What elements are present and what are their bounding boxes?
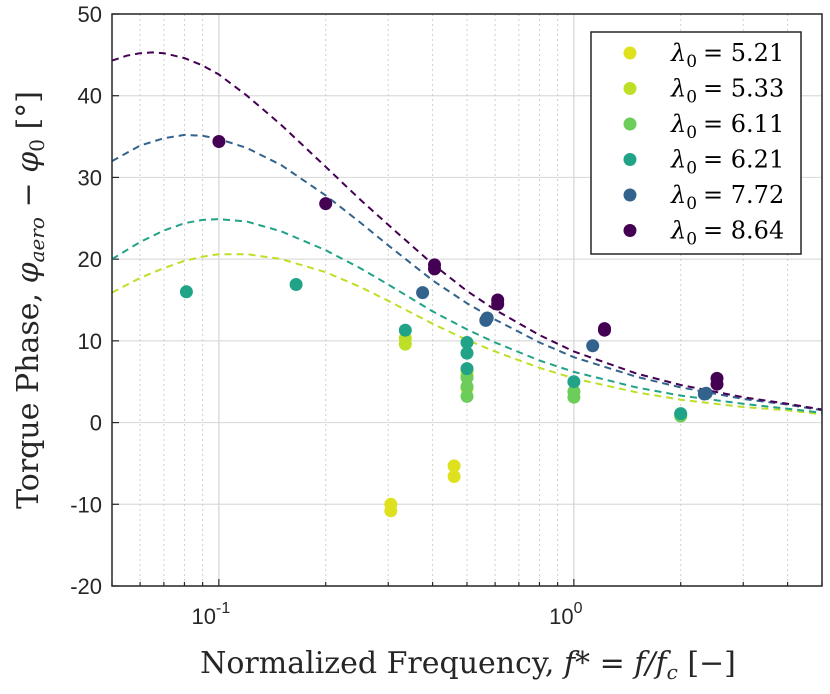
legend-marker: [623, 117, 637, 131]
legend-label: λ0 = 6.21: [670, 146, 784, 179]
x-tick-label: 10-1: [192, 600, 231, 629]
data-point: [179, 285, 193, 299]
data-point: [428, 258, 441, 272]
data-point: [674, 407, 688, 421]
y-axis-title: Torque Phase, φaero − φ0 [°]: [11, 91, 49, 509]
data-point: [416, 286, 430, 300]
legend-label: λ0 = 6.11: [670, 110, 784, 143]
data-point: [460, 389, 474, 403]
data-point: [460, 362, 474, 376]
data-point: [319, 197, 333, 211]
legend-marker: [623, 82, 637, 95]
legend-box: [590, 31, 802, 255]
model-curve: [111, 51, 823, 411]
data-point: [447, 470, 461, 483]
x-tick-label: 100: [549, 600, 582, 629]
data-point: [398, 323, 412, 337]
y-tick-label: -10: [70, 492, 102, 517]
y-tick-label: 20: [78, 247, 102, 272]
model-curve: [111, 253, 823, 416]
data-point: [460, 380, 474, 394]
data-point: [460, 346, 474, 360]
y-tick-label: -20: [70, 574, 102, 599]
data-point: [567, 375, 581, 389]
legend-marker: [623, 46, 637, 60]
data-point: [212, 135, 226, 148]
legend-label: λ0 = 5.21: [670, 39, 784, 72]
model-curve: [111, 218, 823, 414]
data-point: [447, 459, 461, 473]
data-point: [699, 386, 713, 400]
model-curves: [111, 51, 823, 416]
legend-label: λ0 = 8.64: [670, 217, 784, 250]
legend-marker: [623, 188, 637, 202]
data-point: [491, 293, 505, 307]
data-point: [710, 371, 724, 385]
y-tick-labels: 50 40 30 20 10 0 -10 -20: [70, 2, 102, 599]
data-points: [179, 135, 724, 518]
model-curve: [111, 133, 823, 412]
y-tick-label: 0: [90, 411, 102, 436]
legend-label: λ0 = 5.33: [670, 75, 784, 108]
y-tick-label: 10: [78, 329, 102, 354]
y-tick-label: 30: [78, 165, 102, 190]
legend-marker: [623, 224, 637, 237]
legend-marker: [623, 153, 637, 166]
data-point: [460, 336, 474, 349]
data-point: [460, 371, 474, 385]
x-axis-title: Normalized Frequency, f* = f/fc [−]: [200, 646, 736, 684]
y-tick-label: 40: [78, 84, 102, 109]
grid-lines: [111, 13, 823, 587]
data-point: [567, 385, 581, 398]
plot-frame: [111, 13, 823, 587]
data-point: [384, 497, 398, 511]
y-tick-label: 50: [78, 2, 102, 27]
data-point: [586, 339, 600, 353]
data-point: [289, 278, 303, 291]
data-point: [480, 311, 494, 325]
data-point: [598, 322, 611, 336]
legend-label: λ0 = 7.72: [670, 181, 784, 214]
x-tick-labels: 10-1 100: [192, 600, 583, 629]
